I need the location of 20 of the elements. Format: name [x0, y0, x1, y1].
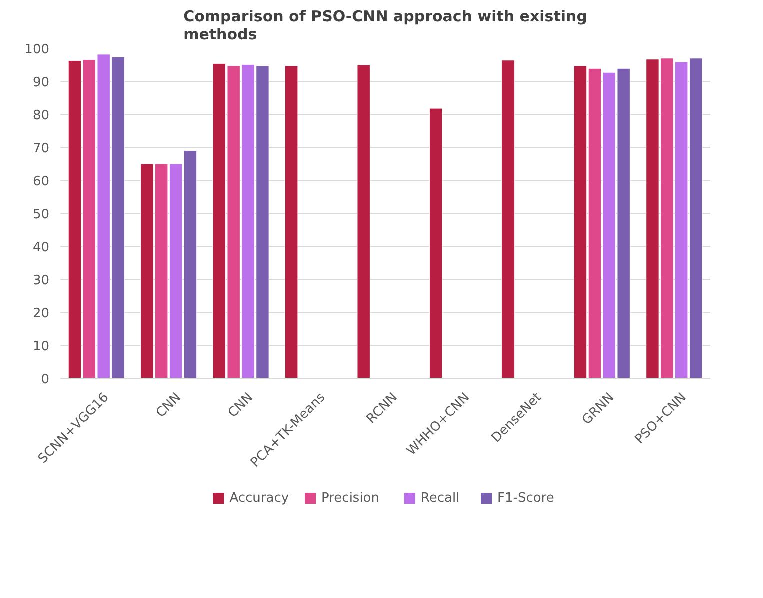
legend-label: F1-Score [498, 491, 554, 506]
y-tick-label: 0 [41, 372, 50, 388]
bar [357, 64, 370, 378]
y-tick-label: 10 [32, 340, 50, 354]
bar [429, 108, 443, 378]
y-tick-label: 70 [32, 142, 50, 156]
y-tick-label: 60 [32, 174, 50, 190]
chart-title: Comparison of PSO-CNN approach with existing methods [184, 8, 588, 44]
y-tick-label: 30 [32, 274, 50, 288]
bar [285, 66, 298, 378]
y-tick-label: 50 [32, 208, 50, 222]
legend-label: Precision [322, 491, 380, 506]
y-tick-label: 40 [32, 240, 50, 256]
legend-label: Accuracy [230, 491, 290, 506]
y-tick-label: 90 [32, 76, 50, 90]
y-tick-label: 20 [32, 306, 50, 322]
legend-label: Recall [420, 491, 460, 506]
y-tick-label: 80 [32, 108, 50, 124]
bar [502, 60, 515, 378]
y-tick-label: 100 [24, 42, 50, 58]
